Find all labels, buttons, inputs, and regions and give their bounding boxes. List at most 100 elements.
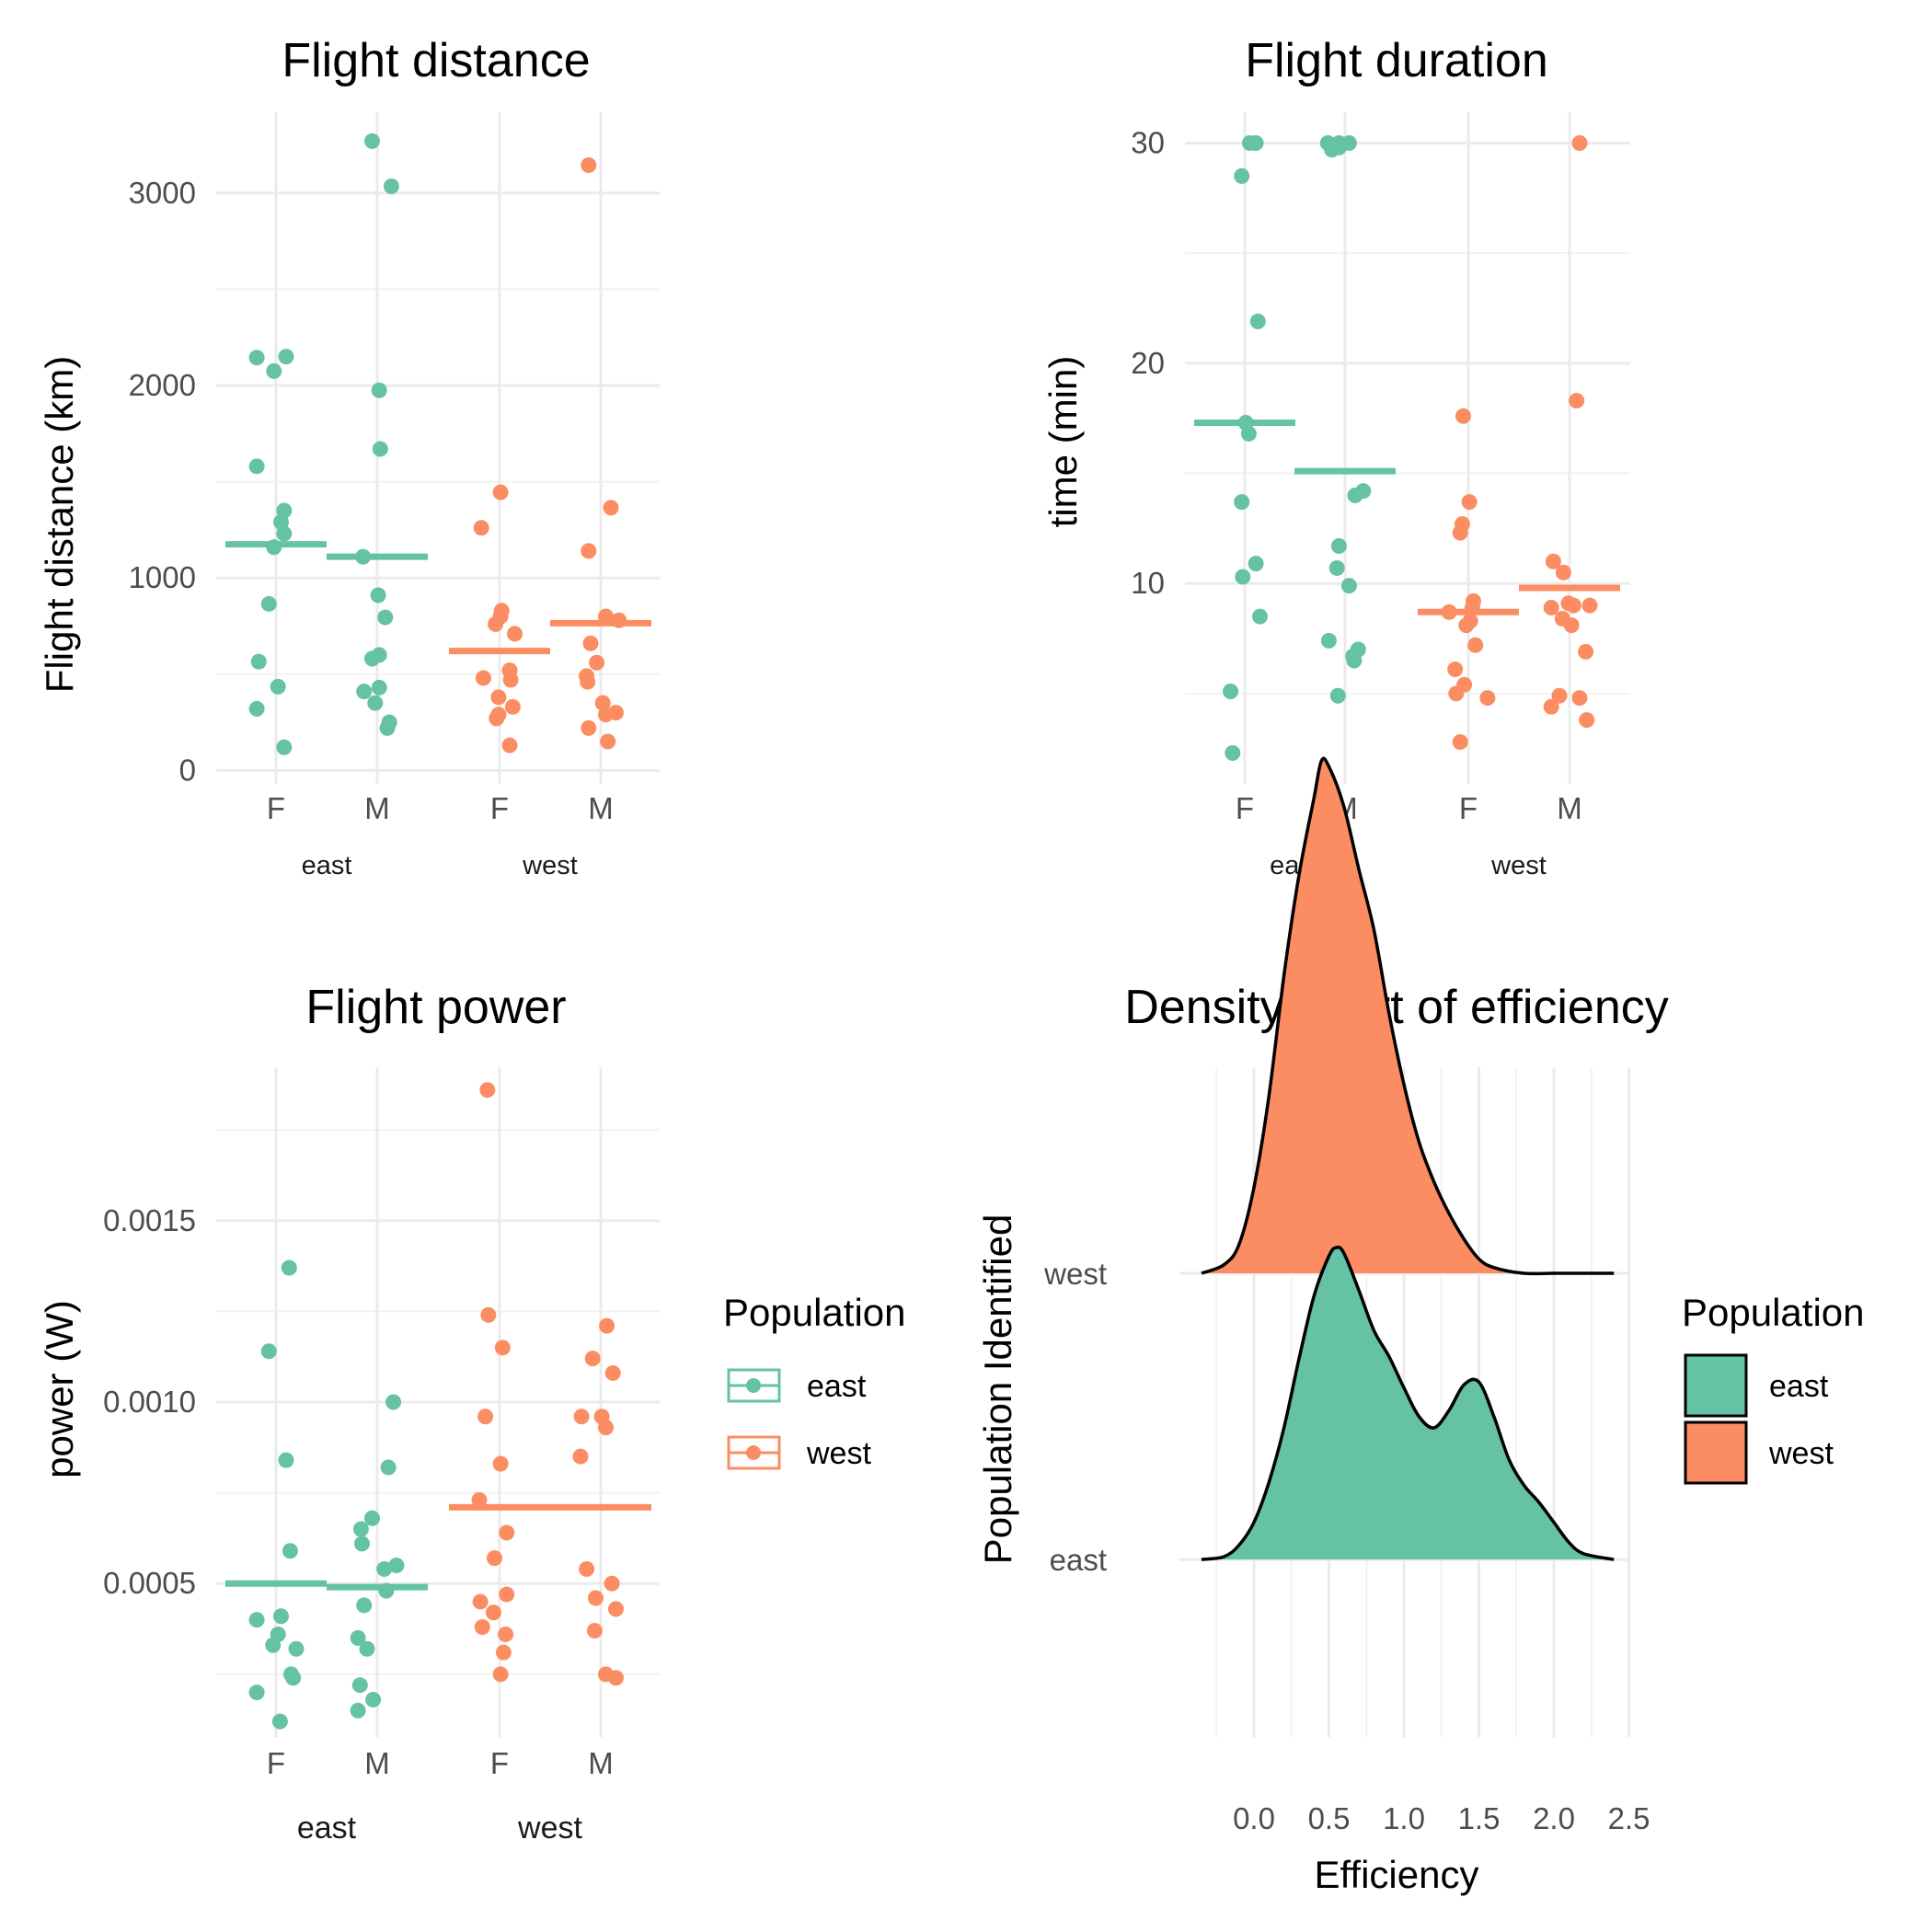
data-point-west-F [1452,734,1468,751]
density-area-west [1202,758,1615,1274]
data-point-east-M [1330,538,1347,555]
data-point-west-F [477,1409,494,1425]
data-point-west-M [604,1575,620,1592]
y-tick-label: 0.0015 [103,1203,196,1237]
y-tick-label: 10 [1131,566,1165,600]
x-tick-label: M [364,1746,390,1780]
data-point-east-M [385,1394,402,1410]
data-point-east-M [364,1510,380,1526]
data-point-west-F [485,1604,501,1621]
panel-flight-power: Flight power power (W) 0.0005 0.0010 0.001… [38,981,660,1846]
data-marks [225,132,651,755]
y-axis-title: Population Identified [976,1214,1019,1565]
y-tick-label: 20 [1131,346,1165,380]
y-tick-label: 3000 [129,176,196,210]
data-point-east-M [372,441,388,457]
data-point-west-M [581,157,597,174]
data-point-west-F [1464,600,1480,616]
data-point-east-M [351,1677,368,1694]
y-tick-labels: 10 20 30 [1131,126,1165,601]
data-point-west-M [582,635,599,651]
data-point-east-F [288,1640,305,1657]
y-tick-label: 30 [1131,126,1165,160]
data-point-east-M [378,1582,395,1599]
x-tick-label: 1.0 [1383,1801,1425,1835]
data-point-east-M [359,1640,375,1657]
data-point-west-F [498,1626,514,1642]
data-point-west-M [572,1448,589,1465]
data-point-west-M [608,1601,624,1617]
data-point-east-F [271,1713,288,1730]
density-area-east [1202,1247,1615,1560]
data-point-west-F [1452,524,1468,541]
data-point-east-M [1340,135,1357,152]
data-point-west-M [1551,687,1568,704]
x-tick-label: F [267,1746,285,1780]
x-tick-label: M [1557,791,1582,825]
legend-population-fill: Population east west [1682,1291,1865,1485]
gridlines [1185,112,1630,784]
data-point-west-F [473,520,489,536]
data-point-east-F [276,525,293,542]
data-point-west-F [499,1586,515,1603]
data-point-east-M [1340,578,1357,594]
x-tick-label: M [588,1746,614,1780]
data-point-east-M [388,1558,405,1574]
y-tick-labels: 0.0005 0.0010 0.0015 [103,1203,196,1600]
data-point-west-F [1461,494,1478,511]
data-point-east-F [1225,744,1241,761]
legend-key-west-point [746,1445,761,1460]
data-point-west-M [603,500,619,516]
data-point-west-F [499,1524,515,1541]
data-point-west-M [581,719,597,736]
data-point-east-M [356,684,373,700]
y-tick-label: 2000 [129,368,196,402]
group-label-west: west [1490,851,1547,880]
data-point-east-F [248,700,265,717]
chart-title: Flight distance [282,34,590,87]
data-point-west-M [1578,643,1594,660]
data-point-east-F [278,1452,294,1468]
data-point-east-F [270,678,286,695]
data-point-west-M [1543,698,1559,715]
data-point-east-M [380,1459,397,1476]
x-axis-title: Efficiency [1315,1853,1479,1896]
data-point-west-F [480,1306,497,1323]
data-point-west-F [507,626,523,642]
data-point-west-M [1571,135,1588,152]
data-point-west-F [471,1492,488,1509]
data-point-east-F [276,739,293,755]
y-tick-label: 0 [179,753,196,787]
data-point-west-F [501,737,518,753]
y-tick-labels: east west [1043,1257,1107,1577]
data-point-west-F [474,1619,490,1636]
data-marks [225,1082,651,1730]
data-point-west-M [589,654,605,671]
data-point-west-F [1448,685,1465,702]
data-point-east-M [355,548,372,565]
data-point-east-F [1223,683,1239,699]
data-point-east-F [273,1608,289,1625]
x-tick-label: M [364,791,390,825]
panel-flight-distance: Flight distance Flight distance (km) 0 10… [38,34,660,880]
data-point-west-F [487,1550,502,1567]
data-point-west-M [1581,597,1598,614]
data-point-west-M [580,673,596,690]
data-point-west-M [1545,553,1561,569]
data-point-east-M [1355,483,1372,500]
y-axis-title: time (min) [1041,356,1085,528]
legend-key-west [1684,1420,1748,1485]
x-tick-label: F [1236,791,1254,825]
group-label-east: east [302,851,352,880]
data-point-east-M [376,1560,393,1577]
data-point-west-F [1447,661,1464,678]
y-tick-label: east [1050,1543,1107,1577]
data-point-east-M [1320,632,1337,649]
data-point-west-F [1467,637,1484,653]
data-point-east-M [383,178,399,195]
data-point-east-F [1234,167,1250,184]
x-tick-label: 0.5 [1308,1801,1351,1835]
data-point-west-F [490,689,507,706]
data-point-east-F [260,1343,277,1360]
